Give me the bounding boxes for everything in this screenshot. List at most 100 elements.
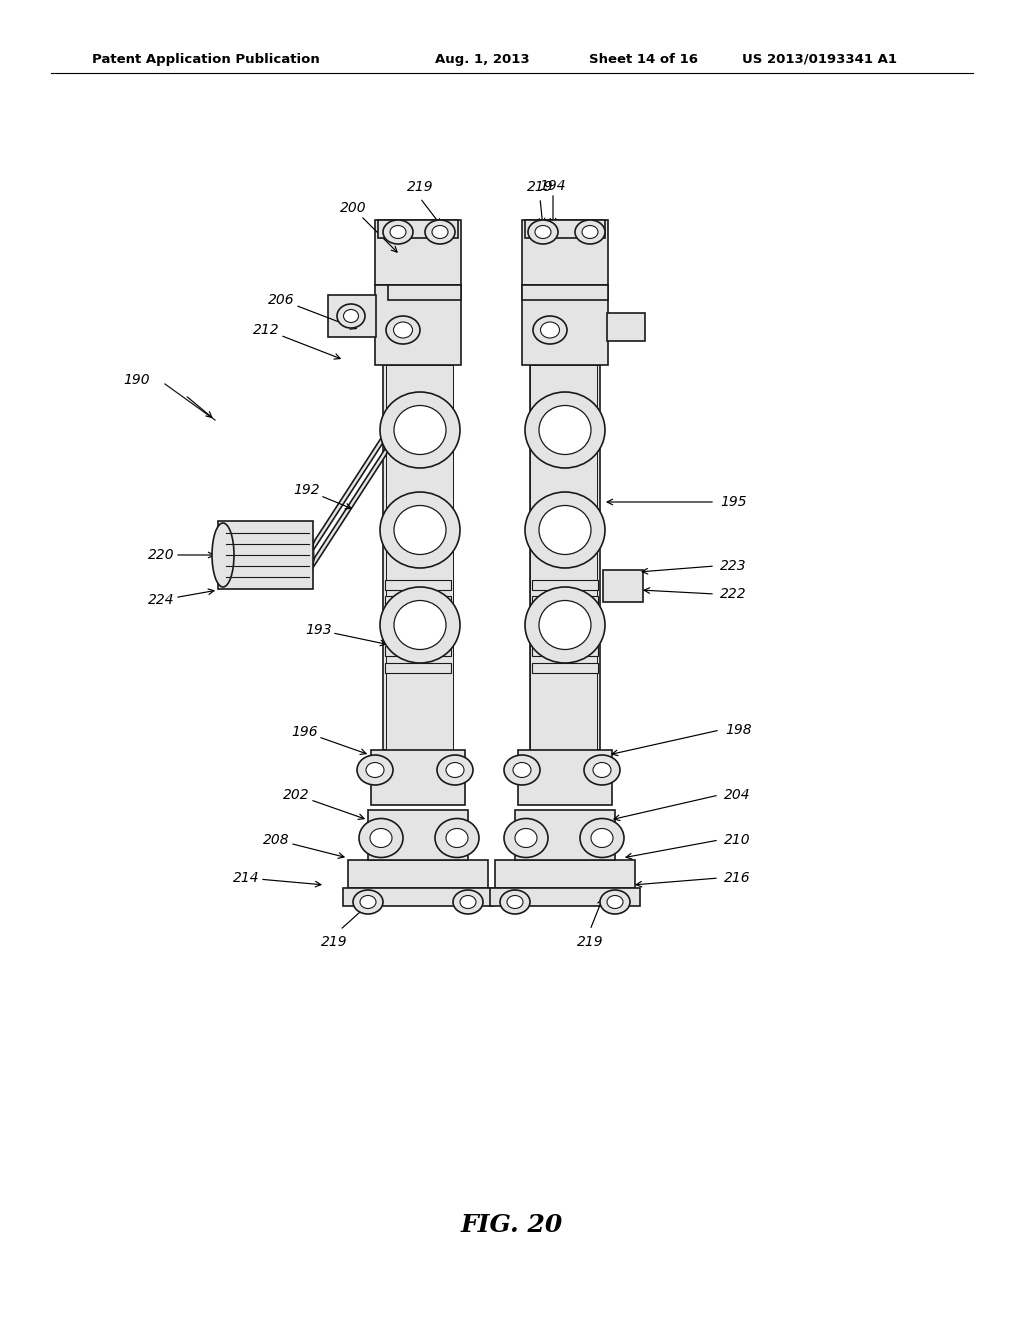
Ellipse shape bbox=[366, 763, 384, 777]
Bar bbox=[375, 285, 461, 366]
Bar bbox=[368, 810, 468, 861]
Ellipse shape bbox=[513, 763, 531, 777]
Bar bbox=[522, 285, 608, 366]
Text: 192: 192 bbox=[293, 483, 351, 510]
Text: FIG. 20: FIG. 20 bbox=[461, 1213, 563, 1237]
Bar bbox=[495, 861, 635, 888]
Text: 219: 219 bbox=[407, 180, 433, 194]
Bar bbox=[530, 366, 600, 750]
Ellipse shape bbox=[386, 315, 420, 345]
Bar bbox=[383, 366, 453, 750]
Text: 212: 212 bbox=[253, 323, 340, 359]
Bar bbox=[490, 888, 640, 906]
Ellipse shape bbox=[446, 763, 464, 777]
Bar bbox=[515, 810, 615, 861]
Bar bbox=[385, 630, 451, 640]
Ellipse shape bbox=[507, 895, 523, 908]
Ellipse shape bbox=[515, 829, 537, 847]
Ellipse shape bbox=[460, 895, 476, 908]
Text: 200: 200 bbox=[340, 201, 397, 252]
Ellipse shape bbox=[591, 829, 613, 847]
Text: Patent Application Publication: Patent Application Publication bbox=[92, 53, 319, 66]
Bar bbox=[328, 294, 376, 337]
Text: 210: 210 bbox=[724, 833, 751, 847]
Text: 223: 223 bbox=[720, 558, 746, 573]
Ellipse shape bbox=[353, 890, 383, 913]
Ellipse shape bbox=[584, 755, 620, 785]
Ellipse shape bbox=[437, 755, 473, 785]
Text: 208: 208 bbox=[263, 833, 344, 858]
Ellipse shape bbox=[525, 492, 605, 568]
Bar bbox=[530, 366, 597, 750]
Bar bbox=[385, 579, 451, 590]
Text: 195: 195 bbox=[720, 495, 746, 510]
Ellipse shape bbox=[539, 601, 591, 649]
Bar bbox=[218, 521, 313, 589]
Bar bbox=[518, 750, 612, 805]
Ellipse shape bbox=[394, 506, 446, 554]
Text: 193: 193 bbox=[305, 623, 386, 645]
Ellipse shape bbox=[383, 220, 413, 244]
Bar bbox=[386, 366, 453, 750]
Text: US 2013/0193341 A1: US 2013/0193341 A1 bbox=[742, 53, 897, 66]
Ellipse shape bbox=[212, 523, 234, 587]
Text: 224: 224 bbox=[148, 589, 214, 607]
Ellipse shape bbox=[528, 220, 558, 244]
Bar bbox=[378, 220, 458, 238]
Ellipse shape bbox=[580, 818, 624, 858]
Bar bbox=[532, 612, 598, 623]
Ellipse shape bbox=[380, 492, 460, 568]
Bar bbox=[532, 630, 598, 640]
Text: 219: 219 bbox=[577, 935, 603, 949]
Text: 198: 198 bbox=[725, 723, 752, 737]
Ellipse shape bbox=[525, 392, 605, 469]
Bar bbox=[385, 663, 451, 673]
Polygon shape bbox=[305, 432, 396, 579]
Ellipse shape bbox=[425, 220, 455, 244]
Ellipse shape bbox=[525, 587, 605, 663]
Bar bbox=[522, 285, 608, 300]
Bar bbox=[375, 220, 461, 285]
Bar bbox=[522, 220, 608, 285]
Ellipse shape bbox=[337, 304, 365, 327]
Bar bbox=[532, 663, 598, 673]
Ellipse shape bbox=[435, 818, 479, 858]
Ellipse shape bbox=[360, 895, 376, 908]
Bar bbox=[371, 750, 465, 805]
Text: 222: 222 bbox=[720, 587, 746, 601]
Text: 204: 204 bbox=[724, 788, 751, 803]
Ellipse shape bbox=[432, 226, 449, 239]
Bar bbox=[385, 612, 451, 623]
Ellipse shape bbox=[394, 405, 446, 454]
Ellipse shape bbox=[541, 322, 559, 338]
Ellipse shape bbox=[343, 309, 358, 322]
Text: 202: 202 bbox=[284, 788, 365, 820]
Bar bbox=[343, 888, 493, 906]
Ellipse shape bbox=[575, 220, 605, 244]
Text: 196: 196 bbox=[292, 725, 367, 755]
Text: Sheet 14 of 16: Sheet 14 of 16 bbox=[589, 53, 697, 66]
Text: 219: 219 bbox=[321, 935, 347, 949]
Bar bbox=[525, 220, 605, 238]
Ellipse shape bbox=[393, 322, 413, 338]
Text: 216: 216 bbox=[724, 871, 751, 884]
Ellipse shape bbox=[600, 890, 630, 913]
Ellipse shape bbox=[359, 818, 403, 858]
Bar bbox=[603, 570, 643, 602]
Ellipse shape bbox=[380, 587, 460, 663]
Ellipse shape bbox=[539, 506, 591, 554]
Ellipse shape bbox=[500, 890, 530, 913]
Ellipse shape bbox=[582, 226, 598, 239]
Bar bbox=[532, 597, 598, 606]
Ellipse shape bbox=[394, 601, 446, 649]
Bar bbox=[532, 579, 598, 590]
Bar bbox=[348, 861, 488, 888]
Ellipse shape bbox=[607, 895, 623, 908]
Ellipse shape bbox=[370, 829, 392, 847]
Bar bbox=[388, 285, 461, 300]
Ellipse shape bbox=[357, 755, 393, 785]
Ellipse shape bbox=[534, 315, 567, 345]
Ellipse shape bbox=[593, 763, 611, 777]
Bar bbox=[607, 313, 645, 341]
Bar bbox=[532, 645, 598, 656]
